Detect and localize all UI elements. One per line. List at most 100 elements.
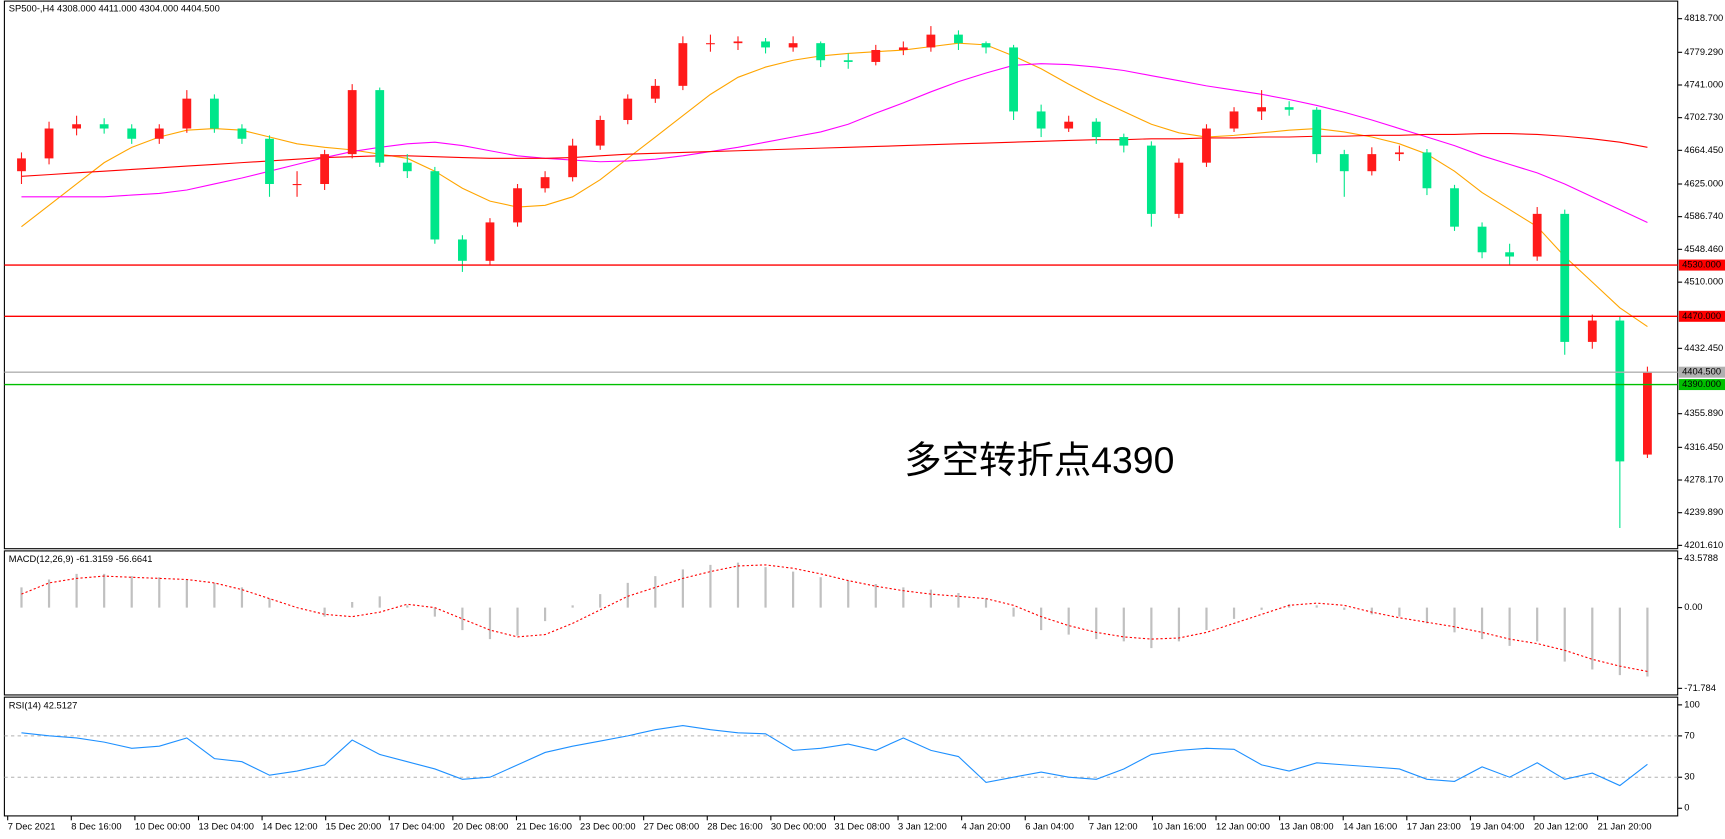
candle-body xyxy=(458,239,467,261)
x-tick-label: 31 Dec 08:00 xyxy=(834,821,890,831)
candle-body xyxy=(733,41,743,44)
candle-body xyxy=(265,138,274,184)
price-label: 4530.000 xyxy=(1682,260,1721,270)
candle-body xyxy=(1229,111,1239,129)
x-tick-label: 7 Dec 2021 xyxy=(8,821,56,831)
y-tick-label: 4316.450 xyxy=(1684,442,1723,452)
x-tick-label: 14 Dec 12:00 xyxy=(262,821,318,831)
candle-body xyxy=(1284,107,1294,110)
candle-body xyxy=(1505,252,1515,257)
y-tick-label: 4201.610 xyxy=(1684,540,1723,550)
candle-body xyxy=(182,98,192,129)
x-tick-label: 27 Dec 08:00 xyxy=(644,821,700,831)
candle-body xyxy=(1532,213,1542,257)
candle-body xyxy=(623,98,633,120)
candle-body xyxy=(1146,145,1156,214)
x-tick-label: 23 Dec 00:00 xyxy=(580,821,636,831)
x-tick-label: 19 Jan 04:00 xyxy=(1470,821,1524,831)
candle-body xyxy=(292,183,302,186)
macd-panel xyxy=(3,550,1679,696)
candle-body xyxy=(237,128,247,139)
candle-body xyxy=(706,43,715,45)
y-tick-label: 4278.170 xyxy=(1684,474,1723,484)
x-tick-label: 21 Jan 20:00 xyxy=(1598,821,1652,831)
x-tick-label: 13 Jan 08:00 xyxy=(1280,821,1334,831)
candle-body xyxy=(871,49,881,62)
candle-body xyxy=(1339,154,1349,172)
candle-body xyxy=(320,154,330,184)
x-tick-label: 21 Dec 16:00 xyxy=(516,821,572,831)
y-tick-label: 4239.890 xyxy=(1684,507,1723,517)
x-tick-label: 20 Jan 12:00 xyxy=(1534,821,1588,831)
candle-body xyxy=(44,128,54,159)
macd-signal xyxy=(21,564,1648,672)
price-label-box xyxy=(1678,259,1725,271)
candle-body xyxy=(898,47,908,50)
price-label: 4390.000 xyxy=(1682,379,1721,389)
candle-body xyxy=(1422,152,1432,189)
macd-label: MACD(12,26,9) -61.3159 -56.6641 xyxy=(9,554,153,564)
main-panel xyxy=(3,0,1679,550)
candle-body xyxy=(1367,154,1377,172)
x-tick-label: 30 Dec 00:00 xyxy=(771,821,827,831)
candle-body xyxy=(1174,162,1184,214)
y-tick-label: 4510.000 xyxy=(1684,277,1723,287)
x-tick-label: 6 Jan 04:00 xyxy=(1025,821,1074,831)
candle-body xyxy=(375,90,385,163)
y-tick-label: 43.5788 xyxy=(1684,553,1718,563)
candle-body xyxy=(788,43,798,48)
x-tick-label: 15 Dec 20:00 xyxy=(326,821,382,831)
y-tick-label: -71.784 xyxy=(1684,683,1716,693)
y-tick-label: 4779.290 xyxy=(1684,47,1723,57)
moving-average xyxy=(21,42,1648,328)
x-tick-label: 17 Jan 23:00 xyxy=(1407,821,1461,831)
x-tick-label: 12 Jan 00:00 xyxy=(1216,821,1270,831)
y-tick-label: 4355.890 xyxy=(1684,408,1723,418)
x-tick-label: 3 Jan 12:00 xyxy=(898,821,947,831)
x-tick-label: 17 Dec 04:00 xyxy=(389,821,445,831)
x-tick-label: 4 Jan 20:00 xyxy=(962,821,1011,831)
x-tick-label: 13 Dec 04:00 xyxy=(198,821,254,831)
candle-body xyxy=(1202,128,1211,163)
candle-body xyxy=(1450,188,1459,227)
candle-body xyxy=(540,177,550,189)
annotation: 多空转折点4390 xyxy=(904,439,1174,481)
candle-body xyxy=(1091,121,1101,138)
candle-body xyxy=(816,43,826,61)
candle-body xyxy=(595,119,605,146)
candle-body xyxy=(1615,320,1625,462)
candle-body xyxy=(513,188,522,223)
price-label: 4470.000 xyxy=(1682,311,1721,321)
candle-body xyxy=(954,34,963,44)
candle-body xyxy=(1477,226,1487,253)
x-tick-label: 7 Jan 12:00 xyxy=(1089,821,1138,831)
candle-body xyxy=(1009,47,1018,112)
x-tick-label: 10 Jan 16:00 xyxy=(1152,821,1206,831)
chart-title: SP500-,H4 4308.000 4411.000 4304.000 440… xyxy=(9,3,220,13)
x-tick-label: 28 Dec 16:00 xyxy=(707,821,763,831)
y-tick-label: 100 xyxy=(1684,699,1700,709)
candle-body xyxy=(430,171,440,240)
candle-body xyxy=(650,85,660,99)
candle-body xyxy=(1560,213,1570,342)
candle-body xyxy=(154,128,164,139)
x-tick-label: 8 Dec 16:00 xyxy=(71,821,121,831)
y-tick-label: 4741.000 xyxy=(1684,79,1723,89)
y-tick-label: 4548.460 xyxy=(1684,244,1723,254)
y-tick-label: 4432.450 xyxy=(1684,343,1723,353)
rsi-panel xyxy=(3,696,1679,817)
y-tick-label: 4586.740 xyxy=(1684,211,1723,221)
candle-body xyxy=(678,43,688,86)
x-tick-label: 20 Dec 08:00 xyxy=(453,821,509,831)
candle-body xyxy=(1587,320,1597,342)
candle-body xyxy=(347,90,357,155)
candle-body xyxy=(127,128,137,139)
y-tick-label: 4664.450 xyxy=(1684,145,1723,155)
candle-body xyxy=(99,124,109,129)
rsi-line xyxy=(21,724,1648,787)
candle-body xyxy=(1643,372,1652,455)
candle-body xyxy=(17,158,26,172)
y-tick-label: 4625.000 xyxy=(1684,178,1723,188)
x-tick-label: 10 Dec 00:00 xyxy=(135,821,191,831)
